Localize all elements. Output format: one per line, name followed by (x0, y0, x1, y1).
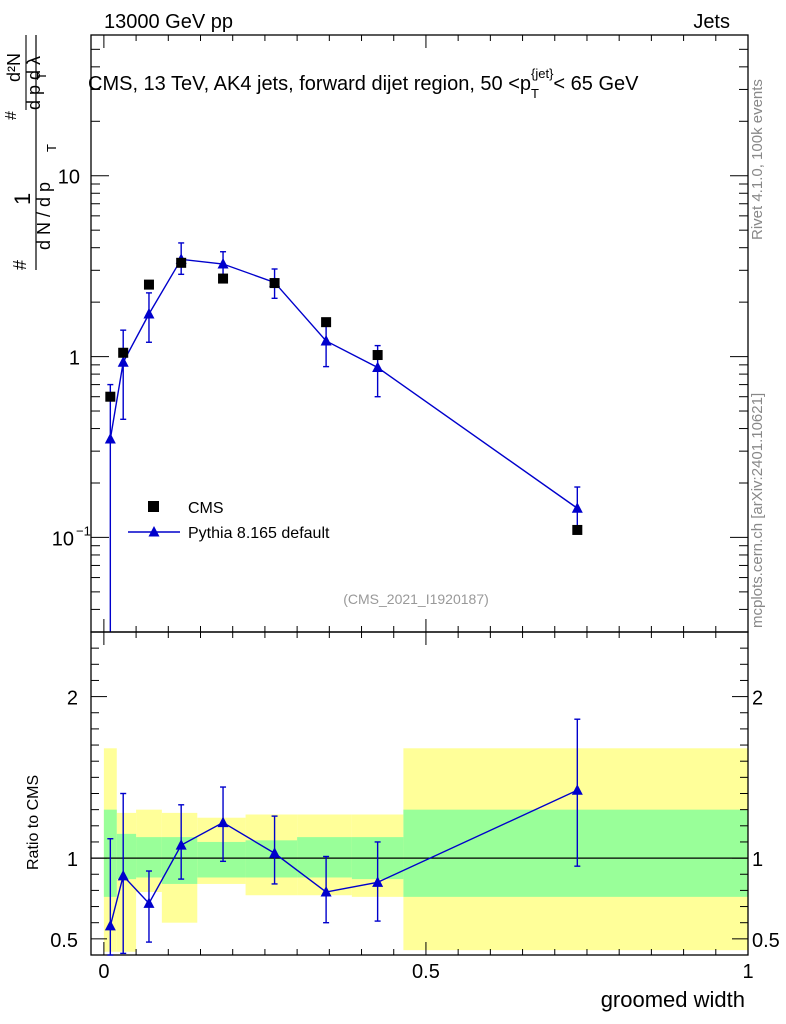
ratio-pythia-point (571, 784, 583, 795)
pythia-point (217, 258, 229, 269)
y-label-hash-2: # (3, 111, 20, 120)
y-label-den-2: d p d λ (24, 56, 44, 110)
x-tick-label: 1 (742, 961, 753, 983)
ratio-pythia-point (175, 839, 187, 850)
ratio-pythia-point (269, 847, 281, 858)
ratio-y-tick-label-right: 0.5 (752, 930, 780, 952)
title-superscript: {jet} (531, 66, 554, 81)
ratio-y-tick-label: 0.5 (50, 930, 78, 952)
ratio-pythia-point (143, 897, 155, 908)
cms-point (105, 391, 116, 402)
ratio-y-tick-label: 2 (67, 688, 78, 710)
x-axis-label: groomed width (601, 987, 745, 1012)
pythia-point (104, 433, 116, 444)
cms-point (143, 279, 154, 290)
pythia-point (143, 307, 155, 319)
stat-uncertainty-band (245, 840, 298, 878)
y-label-den-sub: T (44, 144, 59, 152)
ratio-pythia-point (104, 919, 116, 931)
cms-point (269, 278, 280, 289)
y-label-hash-1: # (10, 260, 30, 270)
y-label-den-2-sub: T (34, 72, 49, 80)
title-rest: < 65 GeV (553, 73, 639, 95)
ratio-pythia-point (117, 869, 129, 881)
rivet-version-label: Rivet 4.1.0, 100k events (749, 79, 766, 240)
pythia-line (109, 258, 578, 509)
top-frame (90, 34, 749, 633)
stat-uncertainty-band (197, 841, 246, 878)
ratio-panel: 0 0.5 1 0.5 0.5 1 1 2 2 (50, 631, 780, 983)
cms-point (218, 273, 229, 284)
stat-uncertainty-band (116, 833, 137, 880)
y-tick-label: 1 (69, 348, 80, 370)
y-tick-label: 10 (58, 167, 80, 189)
legend-pythia-label: Pythia 8.165 default (188, 525, 330, 542)
ratio-pythia-point (320, 886, 332, 897)
y-label-num-2: d²N (4, 53, 24, 82)
cms-point (118, 347, 129, 358)
title-subscript: T (531, 86, 539, 101)
top-y-axis-label: 1 d N / d p T # d²N d p d λ T # (3, 35, 59, 270)
legend-cms-label: CMS (188, 500, 224, 517)
y-label-num-1: 1 (10, 193, 35, 205)
ratio-y-tick-label: 1 (67, 849, 78, 871)
y-label-den: d N / d p (34, 182, 54, 250)
ratio-y-axis-label: Ratio to CMS (25, 775, 42, 870)
cms-point (572, 524, 583, 535)
ratio-y-tick-label-right: 2 (752, 688, 763, 710)
ratio-pythia-point (217, 816, 229, 828)
legend-pythia-marker (148, 526, 160, 537)
x-tick-label: 0 (98, 961, 109, 983)
ratio-pythia-point (372, 876, 384, 887)
pythia-point (320, 334, 332, 346)
cms-point (176, 257, 187, 268)
y-tick-label: 10 (52, 528, 74, 550)
ratio-y-tick-label-right: 1 (752, 849, 763, 871)
source-label: mcplots.cern.ch [arXiv:2401.10621] (749, 393, 766, 628)
cms-point (372, 350, 383, 361)
plot-title: CMS, 13 TeV, AK4 jets, forward dijet reg… (88, 66, 639, 101)
pythia-point (571, 502, 583, 513)
header-energy-label: 13000 GeV pp (104, 11, 233, 33)
header-process-label: Jets (693, 11, 730, 33)
stat-uncertainty-band (403, 809, 748, 897)
cms-point (321, 317, 332, 328)
x-tick-label: 0.5 (412, 961, 440, 983)
y-tick-label-exponent: −1 (76, 523, 91, 538)
stat-uncertainty-band (297, 837, 352, 878)
analysis-tag: (CMS_2021_I1920187) (343, 591, 489, 607)
pythia-point (372, 361, 384, 373)
pythia-point (117, 356, 129, 367)
legend-cms-marker (148, 501, 159, 512)
total-uncertainty-band (116, 812, 137, 952)
